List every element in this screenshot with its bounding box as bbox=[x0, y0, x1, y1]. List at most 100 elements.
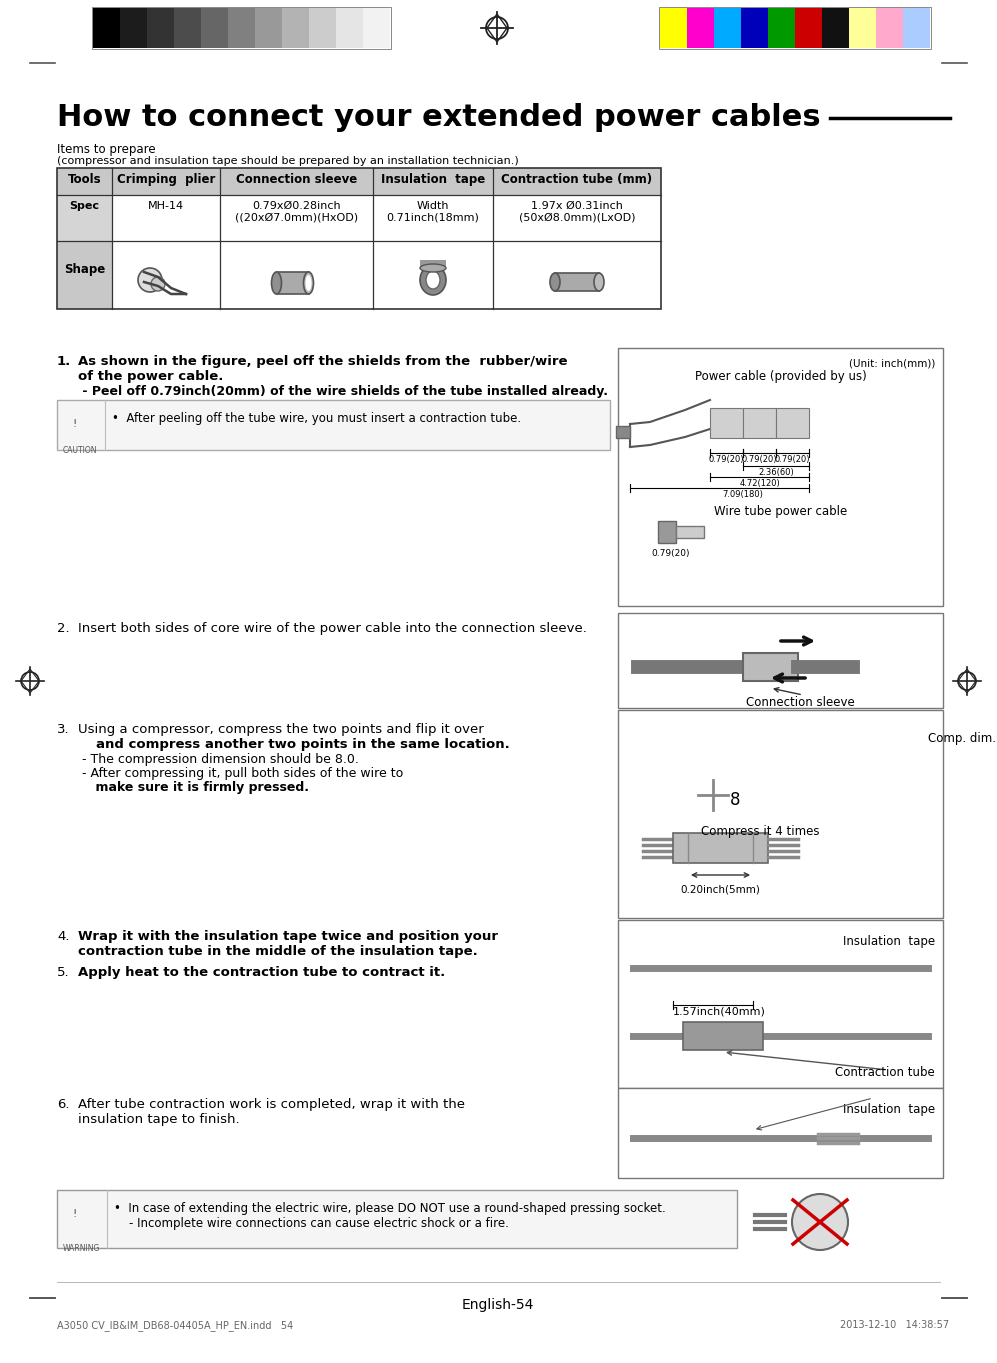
Text: contraction tube in the middle of the insulation tape.: contraction tube in the middle of the in… bbox=[78, 945, 478, 958]
Text: 4.: 4. bbox=[57, 930, 70, 943]
Bar bbox=[714, 8, 741, 48]
Bar bbox=[309, 8, 336, 48]
Text: 2.: 2. bbox=[57, 622, 70, 635]
Bar bbox=[688, 1133, 818, 1150]
Bar bbox=[660, 8, 687, 48]
Ellipse shape bbox=[420, 264, 446, 294]
Bar bbox=[618, 613, 943, 707]
Bar bbox=[57, 168, 661, 195]
Text: Shape: Shape bbox=[64, 263, 105, 275]
Text: Connection sleeve: Connection sleeve bbox=[746, 696, 854, 709]
Text: 0.79(20): 0.79(20) bbox=[742, 455, 778, 463]
Bar bbox=[741, 8, 768, 48]
Text: of the power cable.: of the power cable. bbox=[78, 369, 223, 383]
Text: Contraction tube: Contraction tube bbox=[835, 1066, 935, 1079]
Text: 1.: 1. bbox=[57, 354, 71, 368]
Text: Power cable (provided by us): Power cable (provided by us) bbox=[695, 369, 866, 383]
Text: 0.79xØ0.28inch
((20xØ7.0mm)(HxOD): 0.79xØ0.28inch ((20xØ7.0mm)(HxOD) bbox=[235, 200, 358, 222]
Bar bbox=[710, 408, 743, 438]
Text: !: ! bbox=[73, 1209, 77, 1219]
Circle shape bbox=[686, 803, 710, 827]
Text: A3050 CV_IB&IM_DB68-04405A_HP_EN.indd   54: A3050 CV_IB&IM_DB68-04405A_HP_EN.indd 54 bbox=[57, 1319, 293, 1330]
Bar bbox=[93, 8, 120, 48]
Text: 5.: 5. bbox=[57, 966, 70, 979]
Bar bbox=[147, 8, 174, 48]
Bar bbox=[659, 7, 931, 49]
Ellipse shape bbox=[678, 1022, 688, 1050]
Text: WARNING: WARNING bbox=[63, 1244, 101, 1253]
Bar bbox=[683, 1022, 763, 1050]
Text: Connection sleeve: Connection sleeve bbox=[236, 173, 357, 185]
Bar bbox=[57, 195, 112, 241]
Bar bbox=[120, 8, 147, 48]
Ellipse shape bbox=[426, 271, 440, 289]
Bar bbox=[618, 1088, 943, 1178]
Bar bbox=[282, 8, 309, 48]
Text: 8: 8 bbox=[730, 791, 740, 810]
Text: Comp. dim.: Comp. dim. bbox=[928, 732, 996, 746]
Text: Using a compressor, compress the two points and flip it over: Using a compressor, compress the two poi… bbox=[78, 722, 484, 736]
Text: - Incomplete wire connections can cause electric shock or a fire.: - Incomplete wire connections can cause … bbox=[114, 1217, 508, 1229]
Text: Insulation  tape: Insulation tape bbox=[381, 173, 486, 185]
Circle shape bbox=[151, 277, 165, 290]
Text: Insulation  tape: Insulation tape bbox=[842, 935, 935, 949]
Bar bbox=[849, 8, 876, 48]
Bar bbox=[276, 273, 308, 294]
Bar bbox=[776, 408, 809, 438]
Bar bbox=[743, 408, 776, 438]
Bar bbox=[743, 653, 798, 682]
Text: CAUTION: CAUTION bbox=[63, 446, 98, 455]
Ellipse shape bbox=[758, 1022, 768, 1050]
Bar bbox=[658, 521, 676, 542]
Text: After tube contraction work is completed, wrap it with the: After tube contraction work is completed… bbox=[78, 1099, 465, 1111]
Circle shape bbox=[683, 763, 727, 807]
Text: (compressor and insulation tape should be prepared by an installation technician: (compressor and insulation tape should b… bbox=[57, 155, 518, 166]
Bar bbox=[903, 8, 930, 48]
Bar bbox=[57, 241, 112, 309]
Bar bbox=[92, 7, 391, 49]
Text: 2013-12-10   14:38:57: 2013-12-10 14:38:57 bbox=[840, 1319, 949, 1330]
Text: Apply heat to the contraction tube to contract it.: Apply heat to the contraction tube to co… bbox=[78, 966, 446, 979]
Text: !: ! bbox=[73, 418, 77, 429]
Ellipse shape bbox=[303, 273, 313, 294]
Text: Wire tube power cable: Wire tube power cable bbox=[714, 506, 847, 518]
Bar bbox=[795, 8, 822, 48]
Text: 6.: 6. bbox=[57, 1099, 70, 1111]
Bar bbox=[673, 833, 768, 863]
Text: (Unit: inch(mm)): (Unit: inch(mm)) bbox=[848, 358, 935, 369]
Bar bbox=[363, 8, 390, 48]
Bar bbox=[228, 8, 255, 48]
Bar bbox=[57, 399, 610, 450]
Text: Wrap it with the insulation tape twice and position your: Wrap it with the insulation tape twice a… bbox=[78, 930, 498, 943]
Text: •  In case of extending the electric wire, please DO NOT use a round-shaped pres: • In case of extending the electric wire… bbox=[114, 1202, 666, 1214]
Bar bbox=[876, 8, 903, 48]
Ellipse shape bbox=[550, 273, 560, 290]
Text: Width
0.71inch(18mm): Width 0.71inch(18mm) bbox=[387, 200, 480, 222]
Text: 4.72(120): 4.72(120) bbox=[739, 478, 780, 488]
Text: make sure it is firmly pressed.: make sure it is firmly pressed. bbox=[78, 781, 309, 795]
Text: 0.79(20): 0.79(20) bbox=[709, 455, 744, 463]
Bar bbox=[174, 8, 201, 48]
Text: MH-14: MH-14 bbox=[148, 200, 184, 211]
Bar bbox=[555, 273, 599, 290]
Circle shape bbox=[661, 743, 765, 846]
Text: 2.36(60): 2.36(60) bbox=[758, 468, 794, 477]
Text: Tools: Tools bbox=[68, 173, 102, 185]
Text: 0.79(20): 0.79(20) bbox=[775, 455, 811, 463]
Bar bbox=[687, 8, 714, 48]
Text: insulation tape to finish.: insulation tape to finish. bbox=[78, 1114, 239, 1126]
Text: Spec: Spec bbox=[70, 200, 100, 211]
Text: Compress it 4 times: Compress it 4 times bbox=[701, 825, 820, 838]
Bar bbox=[618, 348, 943, 607]
Text: Items to prepare: Items to prepare bbox=[57, 143, 156, 155]
Text: - The compression dimension should be 8.0.: - The compression dimension should be 8.… bbox=[78, 752, 359, 766]
Ellipse shape bbox=[594, 273, 604, 290]
Circle shape bbox=[716, 762, 746, 792]
Text: English-54: English-54 bbox=[462, 1298, 534, 1313]
Ellipse shape bbox=[420, 264, 446, 273]
Text: Crimping  plier: Crimping plier bbox=[117, 173, 215, 185]
Bar bbox=[618, 920, 943, 1088]
Text: As shown in the figure, peel off the shields from the  rubber/wire: As shown in the figure, peel off the shi… bbox=[78, 354, 567, 368]
Text: - Peel off 0.79inch(20mm) of the wire shields of the tube installed already.: - Peel off 0.79inch(20mm) of the wire sh… bbox=[78, 384, 608, 398]
Text: Contraction tube (mm): Contraction tube (mm) bbox=[501, 173, 653, 185]
